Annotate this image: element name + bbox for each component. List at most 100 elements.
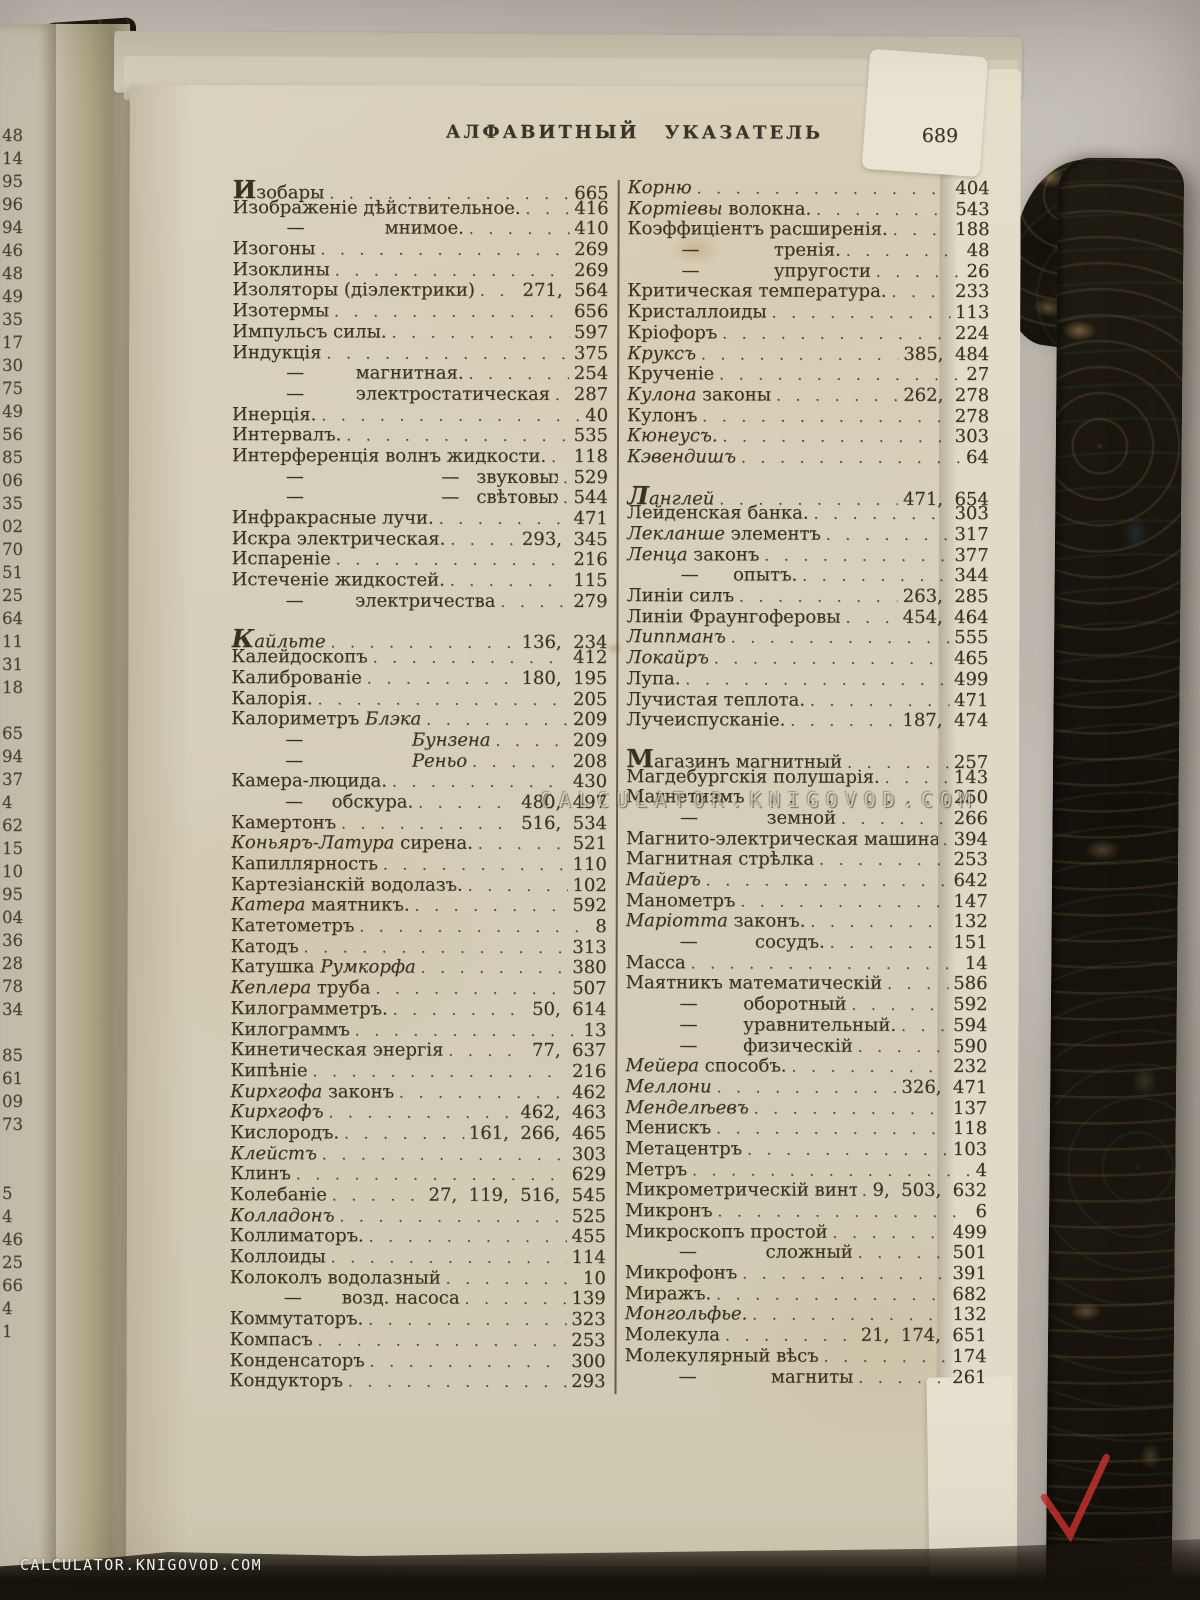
entry-page-numbers: 344 [954, 565, 989, 587]
index-entry: — опытъ.344 [627, 565, 989, 588]
edge-page-number: 18 [2, 678, 23, 697]
index-entry: — возд. насоса139 [230, 1288, 606, 1311]
dot-leader [723, 427, 950, 448]
index-entry: Клейстъ303 [230, 1144, 606, 1166]
dot-leader [691, 953, 960, 974]
entry-page-numbers: 293, 345 [521, 528, 608, 550]
edge-page-number [2, 1021, 54, 1044]
entry-page-numbers: 544 [573, 487, 608, 509]
dot-leader [692, 1160, 971, 1181]
entry-page-numbers: 642 [953, 870, 988, 892]
entry-page-numbers: 9, 503, 632 [872, 1180, 988, 1202]
dot-leader [446, 1268, 578, 1289]
entry-page-numbers: 499 [953, 668, 989, 690]
dot-leader [468, 875, 568, 896]
dot-leader [322, 1144, 567, 1165]
book-gutter [56, 24, 130, 1576]
index-entry: Лейденская банка.303 [627, 503, 989, 525]
entry-page-numbers: 143 [953, 766, 989, 788]
dot-leader [551, 447, 568, 468]
dot-leader [702, 406, 949, 427]
dot-leader [752, 1305, 947, 1326]
index-entry: Конденсаторъ300 [230, 1351, 606, 1373]
edge-page-number: 73 [2, 1115, 23, 1134]
index-entry: Монгольфье.132 [625, 1304, 987, 1327]
index-entry: — оборотный592 [626, 994, 988, 1016]
entry-page-numbers: 118 [573, 445, 608, 468]
index-entry: Кайльте136, 234 [231, 627, 607, 654]
dot-leader [439, 509, 569, 530]
edge-page-number: 09 [2, 1092, 23, 1111]
index-entry: Лучеиспусканіе.187, 474 [626, 710, 988, 732]
index-entry: Индукція375 [232, 343, 608, 365]
entry-page-numbers: 323 [571, 1309, 606, 1331]
dot-leader [346, 426, 568, 447]
entry-page-numbers: 262, 278 [903, 384, 990, 406]
dot-leader [392, 322, 569, 343]
red-check-mark [1040, 1453, 1110, 1543]
dot-leader [478, 834, 568, 855]
dot-leader [418, 793, 516, 814]
index-entry: Магазинъ магнитный257 [626, 746, 988, 773]
index-entry: Калориметръ Блэка209 [231, 709, 607, 731]
index-entry: Колладонъ525 [230, 1206, 606, 1228]
index-entry: Меллони326, 471 [625, 1077, 987, 1099]
dot-leader [563, 488, 569, 509]
dot-leader [321, 405, 580, 426]
entry-page-numbers: 313 [572, 936, 607, 958]
edge-page-number: 46 [2, 1230, 23, 1249]
edge-page-number: 17 [2, 333, 23, 352]
entry-page-numbers: 114 [571, 1247, 606, 1269]
dot-leader [792, 1057, 949, 1078]
index-entry: Ланглей471, 654 [627, 483, 989, 510]
index-entry: Колебаніе27, 119, 516, 545 [230, 1185, 606, 1207]
dot-leader [496, 731, 568, 752]
dot-leader [741, 447, 961, 468]
index-entry: Мейера способъ.232 [625, 1056, 987, 1078]
index-entry: Кулонъ278 [627, 406, 989, 428]
dot-leader [772, 303, 950, 324]
edge-page-number: 61 [2, 1069, 23, 1088]
entry-page-numbers: 4 [975, 1159, 988, 1181]
dot-leader [469, 364, 569, 385]
edge-page-number: 04 [2, 908, 23, 927]
entry-page-numbers: 303 [571, 1143, 607, 1165]
entry-page-numbers: 594 [953, 1014, 988, 1036]
entry-page-numbers: 27, 119, 516, 545 [428, 1184, 607, 1207]
index-entry: Майеръ642 [626, 870, 988, 892]
dot-leader [816, 199, 950, 220]
dot-leader [846, 607, 898, 628]
index-entry: Манометръ147 [626, 891, 988, 913]
dot-leader [731, 628, 949, 649]
edge-page-number: 48 [2, 264, 23, 283]
index-entry: Катетометръ8 [231, 916, 607, 938]
entry-page-numbers: 454, 464 [902, 606, 989, 628]
entry-page-numbers: 271, 564 [522, 280, 609, 302]
edge-page-number: 25 [2, 586, 23, 605]
index-entry: Метръ4 [625, 1160, 987, 1182]
index-entry: Кріофоръ224 [627, 323, 989, 345]
dot-leader [722, 323, 950, 344]
dot-leader [754, 1098, 948, 1119]
index-entry: Катушка Румкорфа380 [231, 957, 607, 980]
entry-page-numbers: 592 [953, 994, 988, 1016]
edge-page-number: 14 [2, 149, 23, 168]
index-entry: — магниты261 [625, 1367, 987, 1389]
dot-leader [824, 1346, 948, 1367]
entry-page-numbers: 209 [572, 709, 608, 731]
entry-page-numbers: 118 [952, 1118, 988, 1140]
index-entry: — магнитная.254 [232, 363, 608, 385]
entry-page-numbers: 462, 463 [520, 1102, 607, 1124]
entry-page-numbers: 77, 637 [531, 1040, 607, 1062]
entry-page-numbers: 279 [573, 590, 608, 612]
index-entry: Корню404 [628, 178, 990, 200]
dot-leader [887, 974, 948, 995]
index-entry: Калейдоскопъ412 [231, 647, 607, 669]
entry-page-numbers: 208 [572, 750, 608, 772]
dot-leader [943, 830, 949, 851]
index-entry: — — свѣтовыхъ.544 [232, 487, 608, 509]
dot-leader [448, 1041, 527, 1062]
dot-leader [716, 1284, 947, 1305]
edge-page-number: 10 [2, 862, 23, 881]
index-entry: Коньяръ-Латура сирена.521 [231, 833, 607, 855]
